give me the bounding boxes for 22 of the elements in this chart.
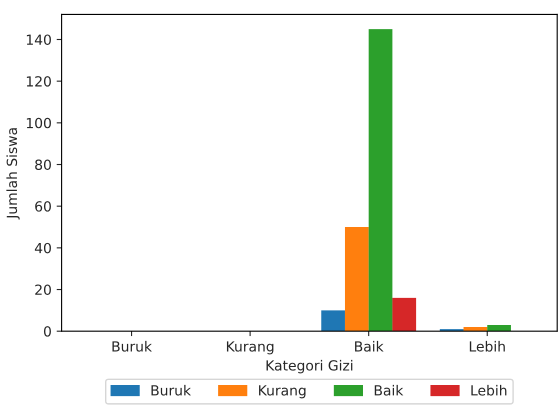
legend-label: Lebih (471, 384, 506, 396)
legend-label: Kurang (259, 385, 306, 398)
y-tick-label: 120 (26, 76, 51, 87)
bar (321, 310, 345, 332)
y-tick-label: 40 (34, 242, 51, 254)
legend-label: Baik (374, 384, 404, 396)
y-tick-label: 140 (26, 34, 51, 45)
x-tick-label: Baik (355, 340, 384, 352)
y-tick-label: 0 (44, 326, 51, 337)
y-axis-title: Jumlah Siswa (6, 128, 20, 220)
bar (344, 227, 369, 332)
x-tick-label: Lebih (470, 340, 505, 352)
bar (368, 29, 392, 332)
x-tick-label: Buruk (112, 340, 152, 352)
y-tick-label: 20 (35, 284, 51, 295)
y-tick-label: 80 (35, 159, 51, 170)
y-tick-label: 60 (35, 201, 51, 212)
y-tick-label: 100 (26, 118, 51, 128)
legend-label: Buruk (152, 384, 191, 396)
x-tick-label: Kurang (226, 341, 274, 354)
x-axis-title: Kategori Gizi (266, 360, 352, 374)
bar (392, 298, 416, 332)
